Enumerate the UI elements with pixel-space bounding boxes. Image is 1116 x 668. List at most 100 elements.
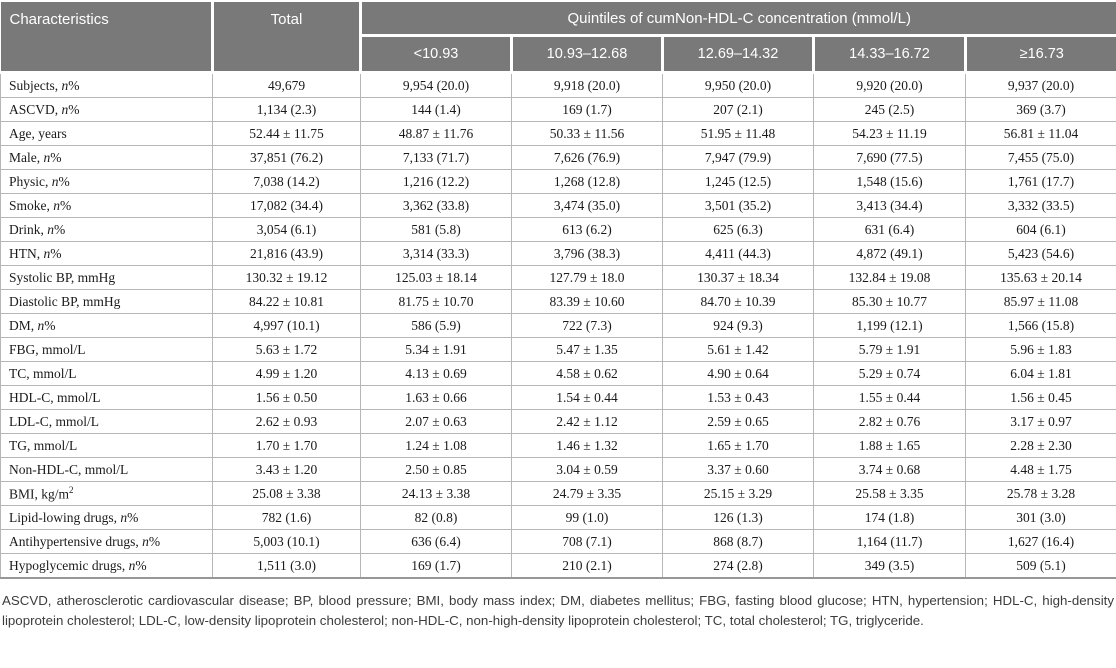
cell-value: 581 (5.8) [361, 218, 512, 242]
row-label: Male, n% [1, 146, 213, 170]
cell-value: 82 (0.8) [361, 506, 512, 530]
cell-value: 130.37 ± 18.34 [663, 266, 814, 290]
paper-table-figure: Characteristics Total Quintiles of cumNo… [0, 2, 1116, 631]
cell-value: 127.79 ± 18.0 [512, 266, 663, 290]
cell-value: 210 (2.1) [512, 554, 663, 579]
cell-value: 3,413 (34.4) [814, 194, 966, 218]
cell-value: 5,003 (10.1) [213, 530, 361, 554]
cell-value: 5,423 (54.6) [966, 242, 1116, 266]
cell-value: 5.63 ± 1.72 [213, 338, 361, 362]
cell-value: 924 (9.3) [663, 314, 814, 338]
cell-value: 301 (3.0) [966, 506, 1116, 530]
row-label: Drink, n% [1, 218, 213, 242]
row-label: Physic, n% [1, 170, 213, 194]
cell-value: 125.03 ± 18.14 [361, 266, 512, 290]
cell-value: 24.79 ± 3.35 [512, 482, 663, 506]
cell-value: 1.55 ± 0.44 [814, 386, 966, 410]
cell-value: 169 (1.7) [361, 554, 512, 579]
cell-value: 25.58 ± 3.35 [814, 482, 966, 506]
cell-value: 135.63 ± 20.14 [966, 266, 1116, 290]
cell-value: 7,133 (71.7) [361, 146, 512, 170]
table-row: Smoke, n%17,082 (34.4)3,362 (33.8)3,474 … [1, 194, 1116, 218]
cell-value: 1,134 (2.3) [213, 98, 361, 122]
header-quintile-4: 14.33–16.72 [814, 36, 966, 73]
row-label: HTN, n% [1, 242, 213, 266]
cell-value: 625 (6.3) [663, 218, 814, 242]
cell-value: 245 (2.5) [814, 98, 966, 122]
cell-value: 509 (5.1) [966, 554, 1116, 579]
cell-value: 4.48 ± 1.75 [966, 458, 1116, 482]
table-row: Male, n%37,851 (76.2)7,133 (71.7)7,626 (… [1, 146, 1116, 170]
cell-value: 1,268 (12.8) [512, 170, 663, 194]
row-label: TG, mmol/L [1, 434, 213, 458]
cell-value: 37,851 (76.2) [213, 146, 361, 170]
cell-value: 1,548 (15.6) [814, 170, 966, 194]
cell-value: 49,679 [213, 73, 361, 98]
cell-value: 604 (6.1) [966, 218, 1116, 242]
cell-value: 722 (7.3) [512, 314, 663, 338]
cell-value: 1,511 (3.0) [213, 554, 361, 579]
row-label: ASCVD, n% [1, 98, 213, 122]
cell-value: 3,796 (38.3) [512, 242, 663, 266]
cell-value: 1,245 (12.5) [663, 170, 814, 194]
row-label: Smoke, n% [1, 194, 213, 218]
header-total: Total [213, 2, 361, 73]
cell-value: 207 (2.1) [663, 98, 814, 122]
cell-value: 369 (3.7) [966, 98, 1116, 122]
cell-value: 25.78 ± 3.28 [966, 482, 1116, 506]
table-row: HTN, n%21,816 (43.9)3,314 (33.3)3,796 (3… [1, 242, 1116, 266]
row-label: DM, n% [1, 314, 213, 338]
cell-value: 1,761 (17.7) [966, 170, 1116, 194]
cell-value: 83.39 ± 10.60 [512, 290, 663, 314]
cell-value: 2.62 ± 0.93 [213, 410, 361, 434]
row-label: Systolic BP, mmHg [1, 266, 213, 290]
row-label: Subjects, n% [1, 73, 213, 98]
cell-value: 4,411 (44.3) [663, 242, 814, 266]
cell-value: 52.44 ± 11.75 [213, 122, 361, 146]
cell-value: 2.42 ± 1.12 [512, 410, 663, 434]
table-footnote: ASCVD, atherosclerotic cardiovascular di… [2, 591, 1114, 631]
cell-value: 24.13 ± 3.38 [361, 482, 512, 506]
cell-value: 7,626 (76.9) [512, 146, 663, 170]
cell-value: 1,164 (11.7) [814, 530, 966, 554]
cell-value: 3.04 ± 0.59 [512, 458, 663, 482]
table-row: Hypoglycemic drugs, n%1,511 (3.0)169 (1.… [1, 554, 1116, 579]
cell-value: 2.82 ± 0.76 [814, 410, 966, 434]
cell-value: 4,872 (49.1) [814, 242, 966, 266]
cell-value: 1,566 (15.8) [966, 314, 1116, 338]
table-header: Characteristics Total Quintiles of cumNo… [1, 2, 1116, 73]
row-label: Age, years [1, 122, 213, 146]
cell-value: 5.34 ± 1.91 [361, 338, 512, 362]
cell-value: 3,474 (35.0) [512, 194, 663, 218]
cell-value: 5.47 ± 1.35 [512, 338, 663, 362]
cell-value: 3,332 (33.5) [966, 194, 1116, 218]
cell-value: 1.54 ± 0.44 [512, 386, 663, 410]
cell-value: 9,918 (20.0) [512, 73, 663, 98]
cell-value: 130.32 ± 19.12 [213, 266, 361, 290]
cell-value: 2.50 ± 0.85 [361, 458, 512, 482]
cell-value: 9,950 (20.0) [663, 73, 814, 98]
cell-value: 9,954 (20.0) [361, 73, 512, 98]
cell-value: 85.30 ± 10.77 [814, 290, 966, 314]
cell-value: 4.90 ± 0.64 [663, 362, 814, 386]
table-row: DM, n%4,997 (10.1)586 (5.9)722 (7.3)924 … [1, 314, 1116, 338]
cell-value: 782 (1.6) [213, 506, 361, 530]
cell-value: 1.56 ± 0.45 [966, 386, 1116, 410]
cell-value: 132.84 ± 19.08 [814, 266, 966, 290]
cell-value: 25.08 ± 3.38 [213, 482, 361, 506]
cell-value: 54.23 ± 11.19 [814, 122, 966, 146]
cell-value: 5.79 ± 1.91 [814, 338, 966, 362]
cell-value: 2.28 ± 2.30 [966, 434, 1116, 458]
row-label: TC, mmol/L [1, 362, 213, 386]
row-label: Hypoglycemic drugs, n% [1, 554, 213, 579]
cell-value: 2.59 ± 0.65 [663, 410, 814, 434]
cell-value: 1.53 ± 0.43 [663, 386, 814, 410]
cell-value: 3,362 (33.8) [361, 194, 512, 218]
